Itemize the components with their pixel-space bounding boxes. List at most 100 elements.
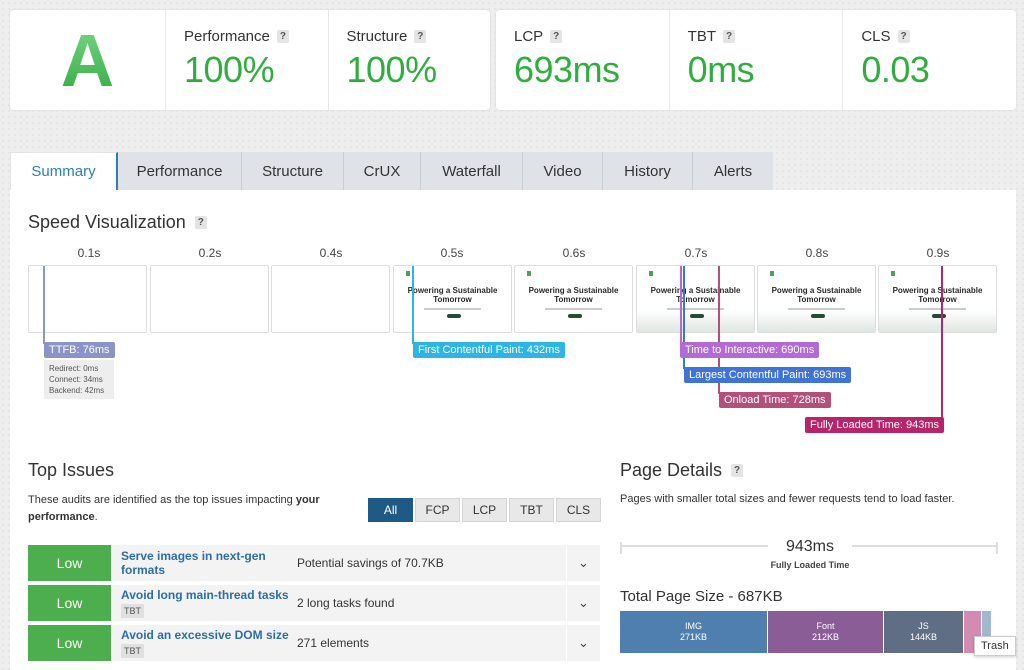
help-icon[interactable]: ?	[194, 216, 207, 229]
fully-loaded-tag: Fully Loaded Time: 943ms	[805, 417, 945, 433]
issue-row[interactable]: Low Avoid long main-thread tasks TBT 2 lo…	[28, 585, 600, 621]
filmstrip-frame[interactable]: Powering a Sustainable Tomorrow	[393, 265, 512, 333]
lcp-marker-line	[683, 266, 685, 369]
web-vitals-card: LCP? 693ms TBT? 0ms CLS? 0.03	[496, 10, 1016, 110]
tab-crux[interactable]: CrUX	[344, 152, 421, 190]
filter-all[interactable]: All	[368, 498, 413, 522]
performance-score: Performance? 100%	[166, 10, 329, 110]
frame-title: Powering a Sustainable Tomorrow	[407, 286, 498, 304]
structure-label: Structure	[346, 28, 408, 45]
segment-tooltip: Trash	[974, 636, 1016, 656]
timeline-start-cap	[620, 542, 622, 554]
tab-alerts[interactable]: Alerts	[693, 152, 773, 190]
size-segment-font[interactable]: Font 212KB	[768, 611, 884, 653]
issue-summary: Potential savings of 70.7KB	[297, 556, 444, 570]
structure-score: Structure? 100%	[329, 10, 491, 110]
tab-waterfall[interactable]: Waterfall	[421, 152, 523, 190]
ttfb-redirect: Redirect: 0ms	[49, 364, 99, 373]
frame-title: Powering a Sustainable Tomorrow	[650, 286, 741, 304]
filmstrip-frame-blank[interactable]	[150, 265, 269, 333]
frame-title: Powering a Sustainable Tomorrow	[528, 286, 619, 304]
tab-history[interactable]: History	[603, 152, 693, 190]
help-icon[interactable]: ?	[723, 30, 736, 43]
issue-title[interactable]: Avoid long main-thread tasks	[121, 588, 289, 602]
tab-video[interactable]: Video	[523, 152, 603, 190]
fully-loaded-marker-line	[941, 266, 943, 419]
timeline-end-cap	[996, 542, 998, 554]
issue-row[interactable]: Low Avoid an excessive DOM size TBT 271 e…	[28, 625, 600, 661]
performance-value: 100%	[184, 49, 275, 90]
tbt-metric: TBT? 0ms	[670, 10, 844, 110]
structure-value: 100%	[346, 49, 438, 90]
severity-badge: Low	[28, 545, 111, 581]
issue-title-cell: Avoid an excessive DOM size TBT	[111, 628, 293, 658]
size-segment-other[interactable]	[982, 611, 992, 653]
ttfb-connect: Connect: 34ms	[49, 375, 103, 384]
issues-desc-bold: your performance	[28, 494, 320, 523]
tti-marker-line	[680, 266, 682, 344]
filter-fcp[interactable]: FCP	[415, 498, 460, 522]
ttfb-marker-line	[43, 266, 45, 344]
page-details-title: Page Details	[620, 460, 723, 480]
segment-size: 144KB	[909, 632, 938, 642]
performance-label: Performance	[184, 28, 270, 45]
issue-title[interactable]: Serve images in next-gen formats	[121, 549, 266, 577]
summary-panel: Speed Visualization? 0.1s 0.2s 0.4s 0.5s…	[10, 190, 1016, 670]
cls-metric: CLS? 0.03	[843, 10, 1016, 110]
frame-title: Powering a Sustainable Tomorrow	[771, 286, 862, 304]
issue-title[interactable]: Avoid an excessive DOM size	[121, 628, 289, 642]
issue-row[interactable]: Low Serve images in next-gen formats Pot…	[28, 545, 600, 581]
ttfb-breakdown: Redirect: 0ms Connect: 34ms Backend: 42m…	[44, 360, 114, 399]
grade-summary-card: A Performance? 100% Structure? 100%	[10, 10, 490, 110]
fully-loaded-value: 943ms	[785, 538, 835, 555]
cls-value: 0.03	[861, 49, 930, 90]
top-issues-description: These audits are identified as the top i…	[28, 492, 348, 526]
filmstrip-frame[interactable]: Powering a Sustainable Tomorrow	[878, 265, 997, 333]
filter-tbt[interactable]: TBT	[509, 498, 554, 522]
lcp-metric: LCP? 693ms	[496, 10, 670, 110]
size-segment-js[interactable]: JS 144KB	[884, 611, 964, 653]
onload-tag: Onload Time: 728ms	[719, 392, 831, 408]
timeline-line	[852, 545, 998, 547]
segment-name: Font	[816, 621, 835, 631]
chevron-down-icon[interactable]: ⌄	[566, 625, 600, 661]
frame-title: Powering a Sustainable Tomorrow	[892, 286, 983, 304]
size-segment-img[interactable]: IMG 271KB	[620, 611, 768, 653]
help-icon[interactable]: ?	[731, 464, 744, 477]
tab-performance[interactable]: Performance	[118, 152, 242, 190]
chevron-down-icon[interactable]: ⌄	[566, 545, 600, 581]
filter-lcp[interactable]: LCP	[462, 498, 507, 522]
help-icon[interactable]: ?	[550, 30, 563, 43]
help-icon[interactable]: ?	[276, 30, 289, 43]
filmstrip-frame-blank[interactable]	[271, 265, 390, 333]
segment-size: 212KB	[811, 632, 840, 642]
chevron-down-icon[interactable]: ⌄	[566, 585, 600, 621]
time-label: 0.6s	[562, 246, 586, 260]
issue-summary: 271 elements	[297, 636, 370, 650]
top-issues-title: Top Issues	[28, 460, 115, 480]
severity-badge: Low	[28, 625, 111, 661]
page-details-description: Pages with smaller total sizes and fewer…	[620, 493, 955, 505]
time-label: 0.8s	[805, 246, 829, 260]
ttfb-backend: Backend: 42ms	[49, 386, 105, 395]
help-icon[interactable]: ?	[897, 30, 910, 43]
filmstrip-frame[interactable]: Powering a Sustainable Tomorrow	[514, 265, 633, 333]
filmstrip-frame[interactable]: Powering a Sustainable Tomorrow	[636, 265, 755, 333]
top-issues-heading: Top Issues	[28, 460, 114, 481]
tab-summary[interactable]: Summary	[10, 152, 118, 190]
filter-cls[interactable]: CLS	[556, 498, 601, 522]
severity-badge: Low	[28, 585, 111, 621]
segment-name: JS	[918, 621, 929, 631]
filmstrip-frame[interactable]: Powering a Sustainable Tomorrow	[757, 265, 876, 333]
tbt-label: TBT	[687, 28, 717, 45]
issue-metric-tag: TBT	[121, 604, 144, 618]
tab-structure[interactable]: Structure	[242, 152, 344, 190]
fully-loaded-label: Fully Loaded Time	[770, 560, 850, 570]
lcp-value: 693ms	[514, 49, 620, 90]
ttfb-tag: TTFB: 76ms	[44, 342, 115, 358]
issue-metric-tag: TBT	[121, 644, 144, 658]
filmstrip-frame-blank[interactable]	[28, 265, 147, 333]
tbt-value: 0ms	[687, 49, 755, 90]
lcp-tag: Largest Contentful Paint: 693ms	[684, 367, 852, 383]
help-icon[interactable]: ?	[414, 30, 427, 43]
